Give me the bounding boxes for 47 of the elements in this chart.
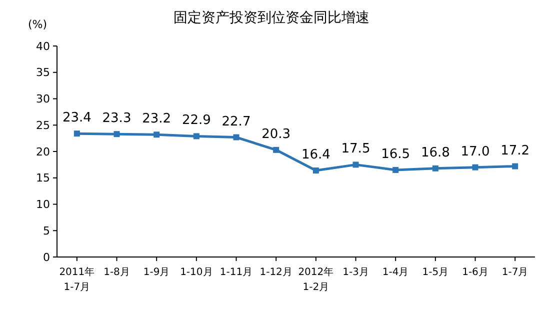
x-tick-label: 2012年 1-2月 [298, 266, 334, 293]
point [74, 130, 80, 137]
y-tick-label: 25 [36, 118, 50, 132]
x-tick-label: 1-10月 [180, 267, 213, 278]
data-label: 16.5 [381, 146, 410, 162]
x-tick-label: 1-5月 [422, 267, 449, 278]
point [352, 162, 359, 168]
x-tick-label: 2011年 1-7月 [59, 266, 95, 293]
data-label: 17.5 [341, 142, 370, 157]
point [312, 167, 319, 174]
point [233, 134, 240, 140]
chart-title: 固定资产投资到位资金同比增速 [174, 10, 370, 26]
y-tick-label: 40 [36, 40, 50, 53]
data-label: 17.2 [500, 143, 530, 158]
data-label: 16.8 [420, 145, 450, 160]
y-tick-label: 5 [43, 224, 50, 238]
point [432, 165, 438, 172]
x-tick-label: 1-8月 [104, 267, 130, 278]
y-axis-title: (%) [28, 18, 47, 31]
x-tick-label: 1-9月 [143, 267, 170, 278]
point [154, 132, 160, 138]
data-label: 17.0 [460, 144, 490, 160]
x-tick-label: 1-4月 [382, 267, 409, 278]
x-tick-label: 1-7月 [502, 267, 528, 278]
point [273, 146, 280, 153]
data-label: 23.4 [62, 110, 92, 126]
point [472, 164, 478, 170]
x-tick-label: 1-3月 [342, 267, 369, 278]
data-label: 23.3 [102, 111, 132, 126]
y-tick-label: 0 [43, 250, 50, 264]
data-label: 22.9 [182, 113, 211, 128]
data-label: 16.4 [301, 147, 330, 162]
point [193, 133, 200, 140]
point [114, 131, 120, 138]
y-tick-label: 30 [36, 92, 50, 106]
y-tick-label: 15 [36, 172, 50, 185]
y-tick-label: 10 [36, 198, 50, 212]
y-tick-label: 35 [36, 66, 50, 80]
x-tick-label: 1-12月 [260, 267, 292, 278]
point [392, 166, 399, 173]
x-tick-label: 1-6月 [462, 267, 488, 278]
x-tick-label: 1-11月 [220, 267, 253, 278]
y-tick-label: 20 [36, 145, 50, 158]
data-label: 22.7 [222, 114, 251, 130]
data-label: 23.2 [142, 112, 172, 127]
data-label: 20.3 [262, 126, 291, 142]
point [512, 163, 518, 170]
